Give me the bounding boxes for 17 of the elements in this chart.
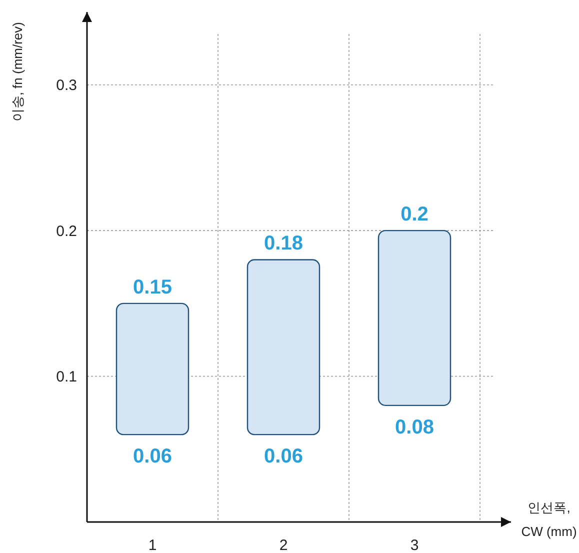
bar [116,302,190,436]
y-tick-label: 0.2 [56,222,77,240]
annotation: 0.18 [264,232,303,255]
y-tick-label: 0.1 [56,368,77,386]
bar [378,230,452,406]
annotation: 0.15 [133,276,172,298]
x-tick-label: 1 [148,537,157,553]
x-tick-label: 3 [410,537,419,553]
y-axis-title: 이송, fn (mm/rev) [10,22,25,122]
x-tick-label: 2 [279,537,288,553]
y-tick-label: 0.3 [56,77,77,94]
annotation: 0.06 [133,446,172,468]
annotation: 0.08 [395,416,434,438]
annotation: 0.2 [400,204,428,226]
bar [246,259,320,436]
annotation: 0.06 [264,446,303,468]
x-axis-title: 인선폭, CW (mm) [521,500,577,539]
